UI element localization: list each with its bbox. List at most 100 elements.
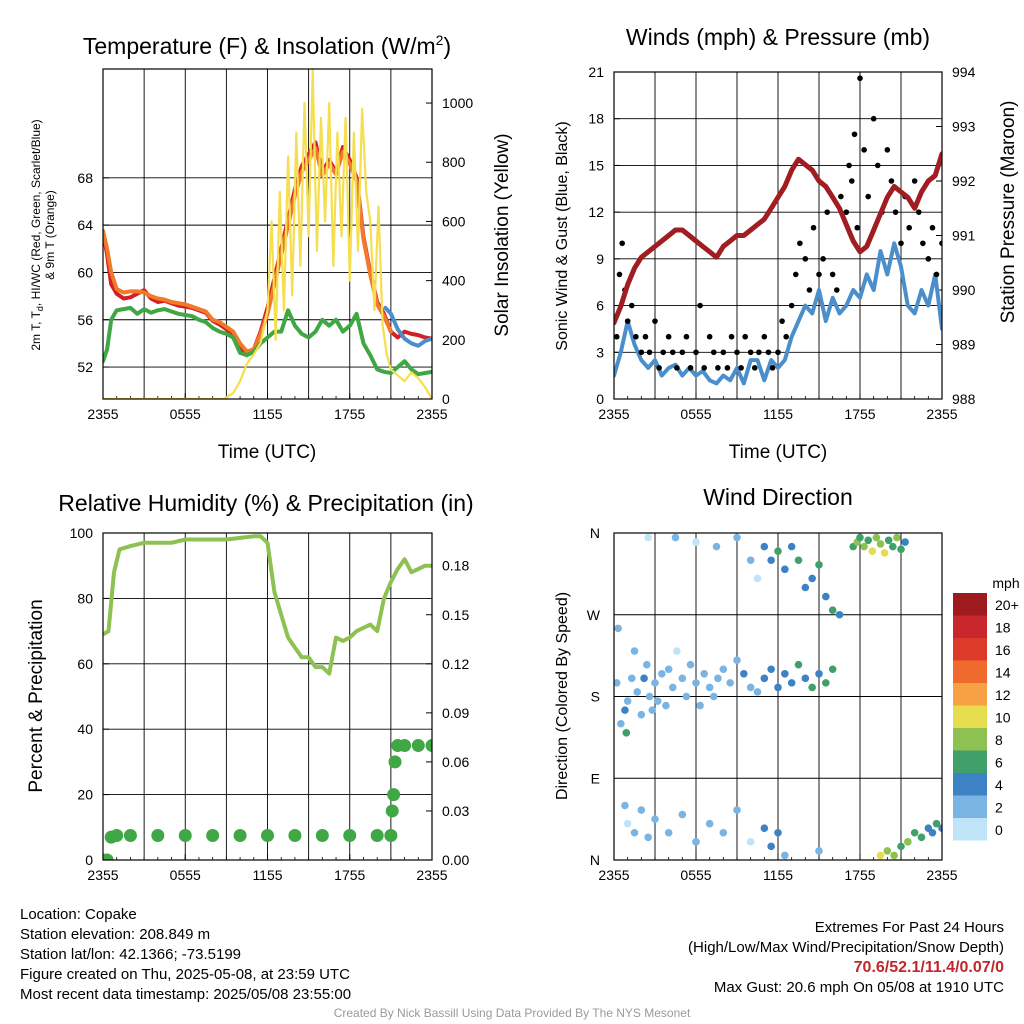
direction-legend-swatch [953, 728, 987, 751]
wind-series-gust-point [874, 162, 881, 169]
temperature-ytick-label: 60 [77, 264, 93, 280]
humidity-xtick-label: 1155 [252, 867, 282, 883]
wind-series-gust-point [865, 193, 871, 200]
wind-y2tick-label: 990 [952, 282, 976, 298]
direction-point [815, 560, 823, 569]
humidity-series-precipitation-point [123, 828, 137, 842]
humidity-ytick-label: 40 [77, 721, 93, 737]
temperature-panel: Temperature (F) & Insolation (W/m2) 2m T… [29, 32, 513, 463]
direction-point [904, 838, 912, 846]
direction-point [787, 679, 796, 687]
wind-panel: Winds (mph) & Pressure (mb) Sonic Wind &… [554, 24, 1019, 463]
wind-series-gust-point [810, 224, 817, 231]
direction-point [938, 824, 942, 833]
direction-point [696, 701, 704, 710]
direction-legend-swatch [953, 705, 987, 728]
direction-legend-label: 4 [995, 777, 1003, 793]
direction-point [682, 692, 691, 701]
humidity-y2tick-label: 0.06 [442, 754, 469, 770]
direction-point [692, 538, 700, 546]
direction-legend-label: 10 [995, 710, 1011, 726]
direction-point [883, 847, 892, 855]
direction-point [868, 547, 877, 555]
direction-panel: Wind Direction Direction (Colored By Spe… [554, 484, 1020, 883]
direction-point [733, 533, 741, 542]
direction-point [621, 801, 629, 810]
humidity-series-precipitation-point [385, 804, 399, 818]
humidity-series-relative-humidity [103, 534, 432, 676]
wind-series-gust-point [728, 333, 735, 340]
direction-point [645, 692, 654, 701]
wind-series-gust-point [738, 365, 744, 371]
wind-title: Winds (mph) & Pressure (mb) [626, 24, 930, 50]
direction-legend-swatch [953, 795, 987, 818]
wind-ytick-label: 3 [596, 344, 604, 360]
direction-legend-label: 12 [995, 687, 1011, 703]
wind-y2tick-label: 992 [952, 173, 976, 189]
wind-y2tick-label: 993 [952, 119, 976, 135]
direction-point [808, 574, 816, 583]
direction-legend-label: 14 [995, 665, 1011, 681]
humidity-series-precipitation-point [110, 828, 124, 842]
direction-point [700, 669, 708, 678]
direction-plot-area [614, 533, 942, 860]
wind-series-station-pressure [614, 151, 942, 326]
wind-series-gust-point [833, 287, 840, 293]
humidity-series-precipitation-point [261, 828, 274, 842]
humidity-series-precipitation-point [288, 828, 302, 842]
wind-series-gust-point [706, 333, 713, 340]
direction-point [712, 542, 721, 551]
temperature-y2label: Solar Insolation (Yellow) [492, 133, 513, 336]
wind-series-gust-point [820, 256, 826, 262]
direction-point [705, 819, 714, 828]
wind-series-gust-point [669, 349, 676, 356]
direction-frame [613, 532, 943, 861]
direction-point [630, 647, 639, 655]
wind-series-gust-point [854, 224, 861, 231]
direction-point [686, 660, 695, 669]
wind-ylabel: Sonic Wind & Gust (Blue, Black) [554, 121, 571, 350]
humidity-series-precipitation-point [178, 828, 192, 842]
direction-point [767, 842, 775, 851]
humidity-y2tick-label: 0.15 [442, 607, 469, 623]
wind-xlabel: Time (UTC) [729, 442, 828, 463]
humidity-y2tick-label: 0.00 [442, 852, 469, 868]
humidity-xtick-label: 0555 [170, 867, 201, 883]
wind-series-gust-point [802, 256, 809, 262]
humidity-series-precipitation-point [398, 739, 412, 753]
elevation-text: Station elevation: 208.849 m [20, 926, 211, 943]
wind-series-gust-point [742, 333, 748, 340]
direction-point [637, 806, 646, 814]
direction-point [876, 851, 885, 860]
direction-point [860, 542, 868, 551]
direction-point [664, 828, 673, 837]
direction-point [614, 624, 622, 633]
direction-point [651, 815, 659, 823]
humidity-series-precipitation-point [103, 853, 114, 860]
wind-y2tick-label: 988 [952, 391, 976, 407]
direction-point [794, 660, 803, 669]
direction-point [637, 710, 646, 719]
recent-text: Most recent data timestamp: 2025/05/08 2… [20, 986, 352, 1003]
wind-series-gust-point [816, 271, 822, 278]
direction-point [664, 665, 673, 674]
wind-series-gust-point [911, 178, 918, 184]
direction-point [633, 688, 642, 696]
direction-point [901, 538, 909, 546]
wind-series-gust-point [665, 333, 672, 340]
temperature-ytick-label: 64 [77, 217, 93, 233]
direction-ytick-label: W [587, 607, 601, 623]
wind-series-gust-point [857, 75, 863, 82]
direction-point [787, 542, 796, 551]
direction-point [897, 842, 905, 851]
direction-point [658, 669, 666, 678]
humidity-ytick-label: 80 [77, 590, 93, 606]
direction-point [643, 660, 651, 669]
wind-series-gust-point [906, 224, 912, 231]
direction-legend-swatch [953, 750, 987, 773]
wind-series-gust-point [838, 193, 844, 200]
wind-series-gust-point [724, 365, 731, 371]
direction-legend-swatch [953, 818, 987, 841]
direction-legend-label: 8 [995, 732, 1003, 748]
direction-point [890, 851, 898, 860]
